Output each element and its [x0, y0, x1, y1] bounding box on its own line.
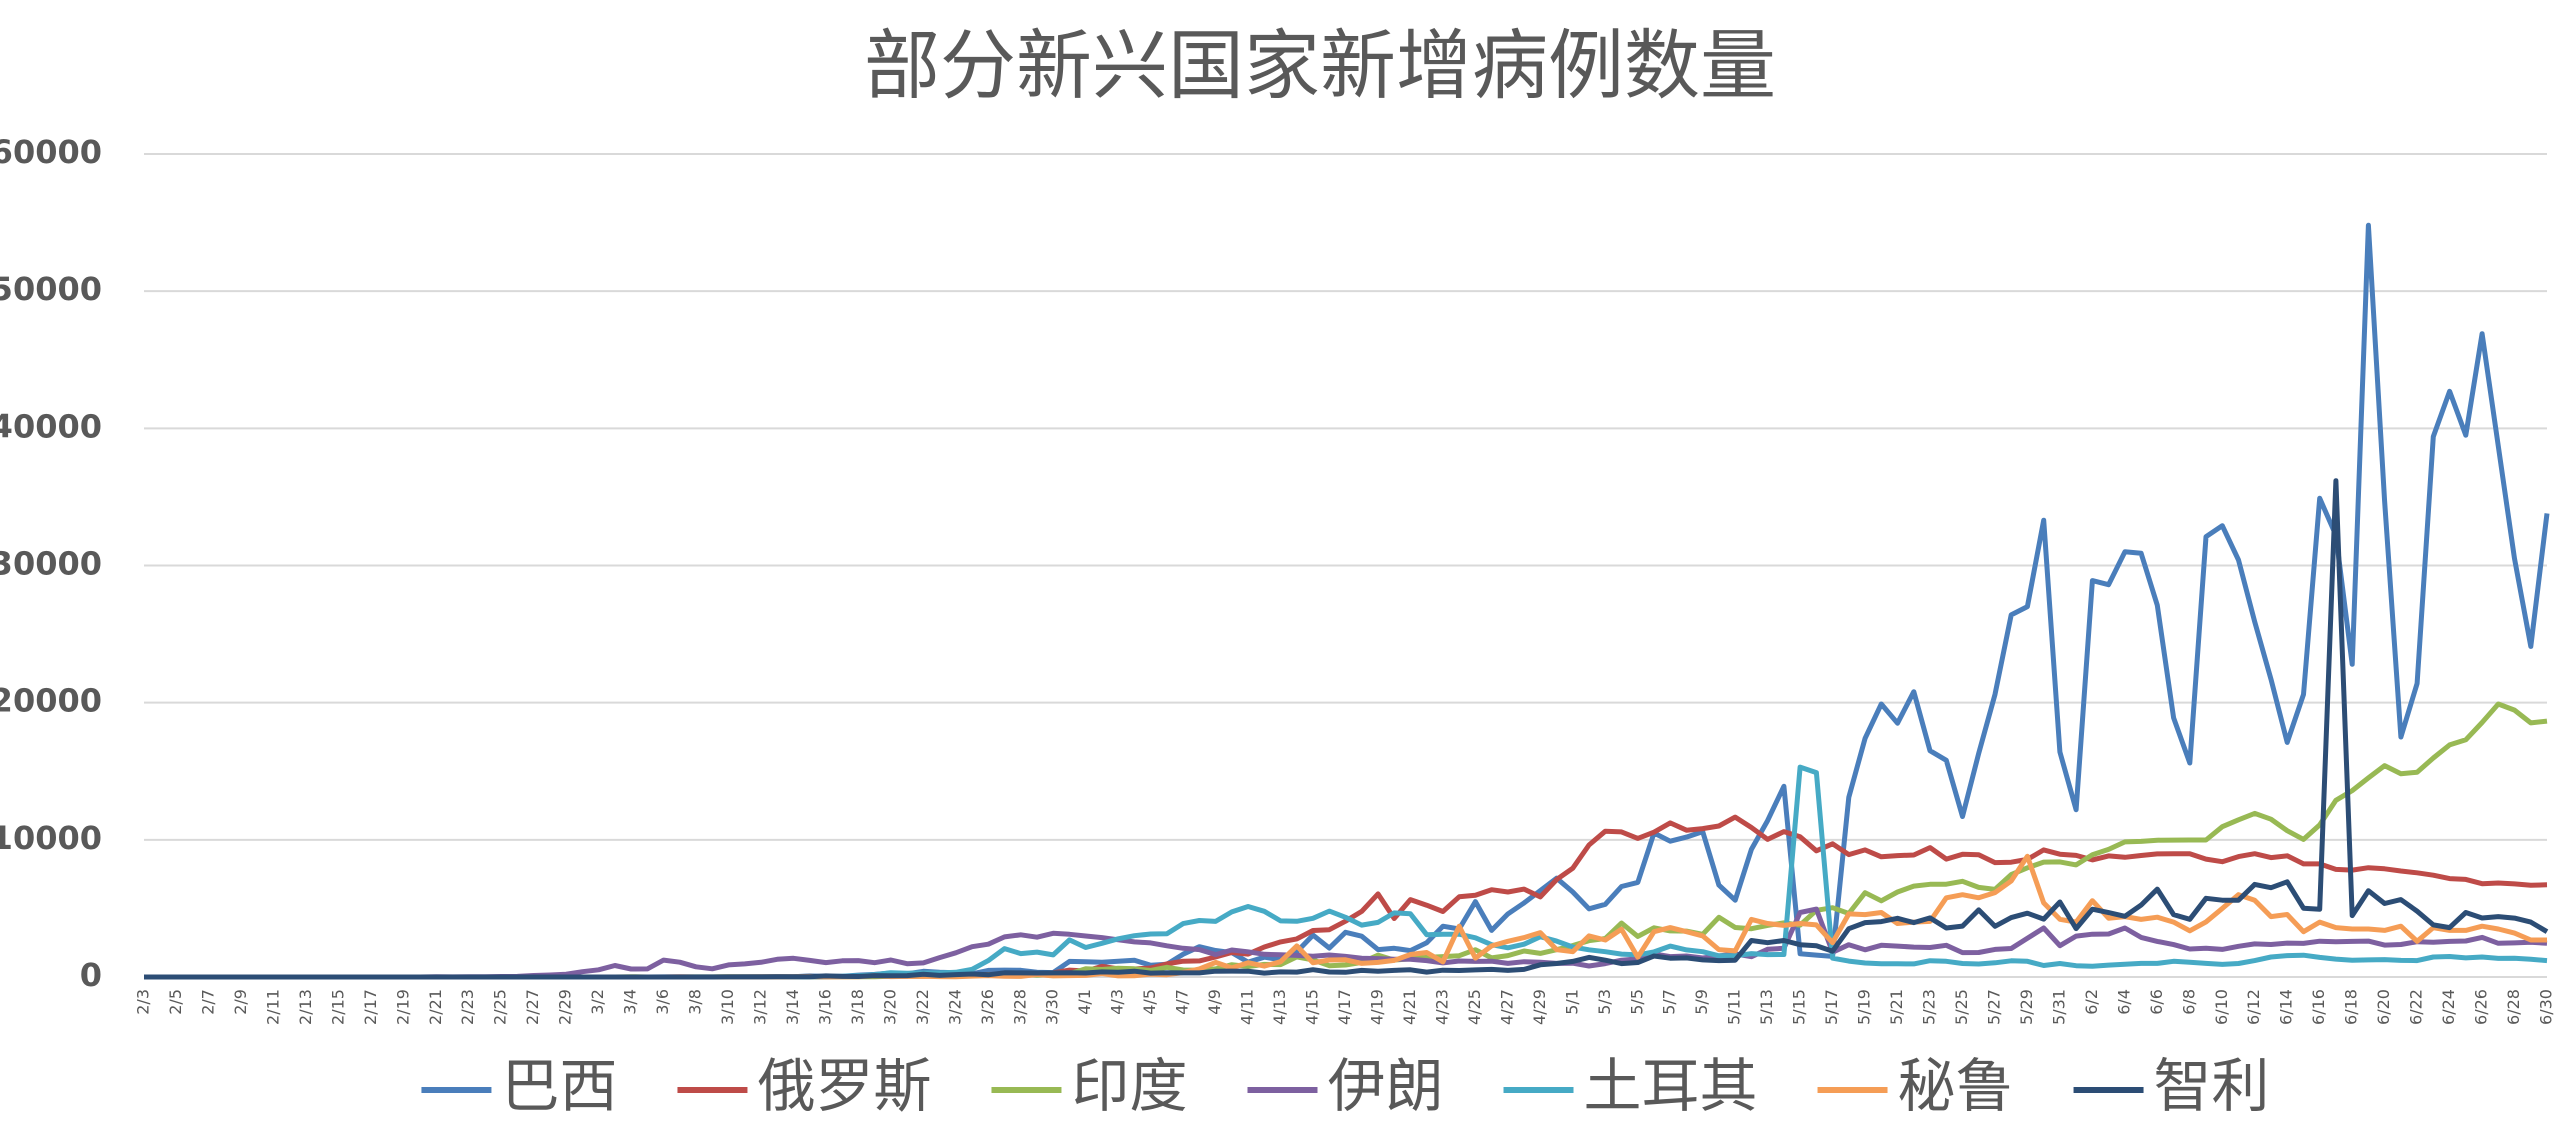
x-tick-label: 2/5	[166, 989, 185, 1015]
x-tick-label: 5/3	[1595, 989, 1614, 1015]
x-tick-label: 6/30	[2537, 989, 2556, 1025]
x-tick-label: 3/16	[815, 989, 834, 1025]
x-tick-label: 3/6	[653, 989, 672, 1015]
x-tick-label: 4/25	[1465, 989, 1484, 1025]
x-tick-label: 3/24	[945, 989, 964, 1025]
x-tick-label: 6/20	[2374, 989, 2393, 1025]
x-tick-label: 4/9	[1205, 989, 1224, 1015]
x-tick-label: 3/12	[750, 989, 769, 1025]
x-tick-label: 2/9	[231, 989, 250, 1015]
x-tick-label: 5/27	[1984, 989, 2003, 1025]
y-tick-label: 30000	[0, 545, 102, 583]
y-tick-label: 0	[80, 956, 102, 994]
x-tick-label: 3/8	[686, 989, 705, 1015]
series-line	[144, 478, 2549, 980]
legend-label: 伊朗	[1327, 1052, 1443, 1120]
x-tick-label: 6/22	[2407, 989, 2426, 1025]
x-tick-label: 4/23	[1432, 989, 1451, 1025]
x-tick-label: 2/3	[134, 989, 153, 1015]
x-tick-label: 5/5	[1627, 989, 1646, 1015]
x-tick-label: 5/7	[1660, 989, 1679, 1015]
legend-label: 秘鲁	[1898, 1052, 2014, 1120]
legend-label: 俄罗斯	[757, 1052, 931, 1120]
x-tick-label: 2/17	[361, 989, 380, 1025]
y-tick-label: 20000	[0, 682, 102, 720]
x-tick-label: 3/4	[621, 989, 640, 1015]
y-tick-label: 10000	[0, 819, 102, 857]
x-tick-label: 2/19	[393, 989, 412, 1025]
x-tick-label: 6/16	[2309, 989, 2328, 1025]
x-tick-label: 3/26	[978, 989, 997, 1025]
x-tick-label: 3/10	[718, 989, 737, 1025]
x-tick-label: 3/22	[913, 989, 932, 1025]
x-tick-label: 2/27	[523, 989, 542, 1025]
x-tick-label: 5/15	[1790, 989, 1809, 1025]
x-tick-label: 4/7	[1173, 989, 1192, 1015]
x-tick-label: 5/19	[1855, 989, 1874, 1025]
x-tick-label: 4/29	[1530, 989, 1549, 1025]
x-tick-label: 2/13	[296, 989, 315, 1025]
x-tick-label: 4/11	[1238, 989, 1257, 1025]
series-line	[144, 764, 2548, 980]
x-tick-label: 6/8	[2179, 989, 2198, 1015]
x-tick-label: 4/13	[1270, 989, 1289, 1025]
x-tick-label: 2/11	[263, 989, 282, 1025]
x-tick-label: 3/14	[783, 989, 802, 1025]
x-tick-label: 5/17	[1822, 989, 1841, 1025]
x-tick-label: 6/28	[2504, 989, 2523, 1025]
x-tick-label: 6/12	[2244, 989, 2263, 1025]
x-tick-label: 2/23	[458, 989, 477, 1025]
x-tick-label: 5/11	[1725, 989, 1744, 1025]
x-tick-label: 6/18	[2342, 989, 2361, 1025]
x-tick-label: 5/31	[2049, 989, 2068, 1025]
x-tick-label: 3/30	[1043, 989, 1062, 1025]
series-line	[144, 222, 2550, 980]
legend-label: 智利	[2154, 1052, 2270, 1120]
legend-label: 印度	[1071, 1052, 1187, 1120]
legend-label: 巴西	[501, 1052, 617, 1120]
x-tick-label: 6/10	[2212, 989, 2231, 1025]
x-tick-label: 4/5	[1140, 989, 1159, 1015]
x-tick-label: 6/26	[2472, 989, 2491, 1025]
x-tick-label: 4/21	[1400, 989, 1419, 1025]
x-tick-label: 6/6	[2147, 989, 2166, 1015]
x-tick-label: 2/29	[556, 989, 575, 1025]
x-tick-label: 5/1	[1562, 989, 1581, 1015]
x-tick-label: 2/7	[198, 989, 217, 1015]
x-tick-label: 2/15	[328, 989, 347, 1025]
x-tick-label: 5/21	[1887, 989, 1906, 1025]
x-tick-label: 4/1	[1075, 989, 1094, 1015]
x-tick-label: 3/28	[1010, 989, 1029, 1025]
x-tick-label: 6/14	[2277, 989, 2296, 1025]
x-tick-label: 4/15	[1303, 989, 1322, 1025]
y-tick-label: 60000	[0, 133, 102, 171]
x-tick-label: 5/9	[1692, 989, 1711, 1015]
x-tick-label: 6/2	[2082, 989, 2101, 1015]
x-tick-label: 3/18	[848, 989, 867, 1025]
legend-label: 土耳其	[1584, 1052, 1758, 1120]
x-tick-label: 5/29	[2017, 989, 2036, 1025]
x-tick-label: 3/20	[880, 989, 899, 1025]
x-tick-label: 2/25	[491, 989, 510, 1025]
x-tick-label: 3/2	[588, 989, 607, 1015]
chart-title: 部分新兴国家新增病例数量	[864, 21, 1776, 110]
legend: 巴西 俄罗斯 印度 伊朗 土耳其 秘鲁 智利	[421, 1052, 2270, 1120]
y-tick-label: 40000	[0, 407, 102, 445]
x-tick-label: 6/4	[2114, 989, 2133, 1015]
x-tick-label: 5/13	[1757, 989, 1776, 1025]
x-tick-label: 4/27	[1497, 989, 1516, 1025]
y-tick-label: 50000	[0, 270, 102, 308]
x-tick-label: 5/23	[1920, 989, 1939, 1025]
x-tick-label: 2/21	[426, 989, 445, 1025]
x-tick-label: 6/24	[2439, 989, 2458, 1025]
x-tick-label: 4/17	[1335, 989, 1354, 1025]
x-tick-label: 4/19	[1367, 989, 1386, 1025]
x-tick-label: 5/25	[1952, 989, 1971, 1025]
x-tick-label: 4/3	[1108, 989, 1127, 1015]
